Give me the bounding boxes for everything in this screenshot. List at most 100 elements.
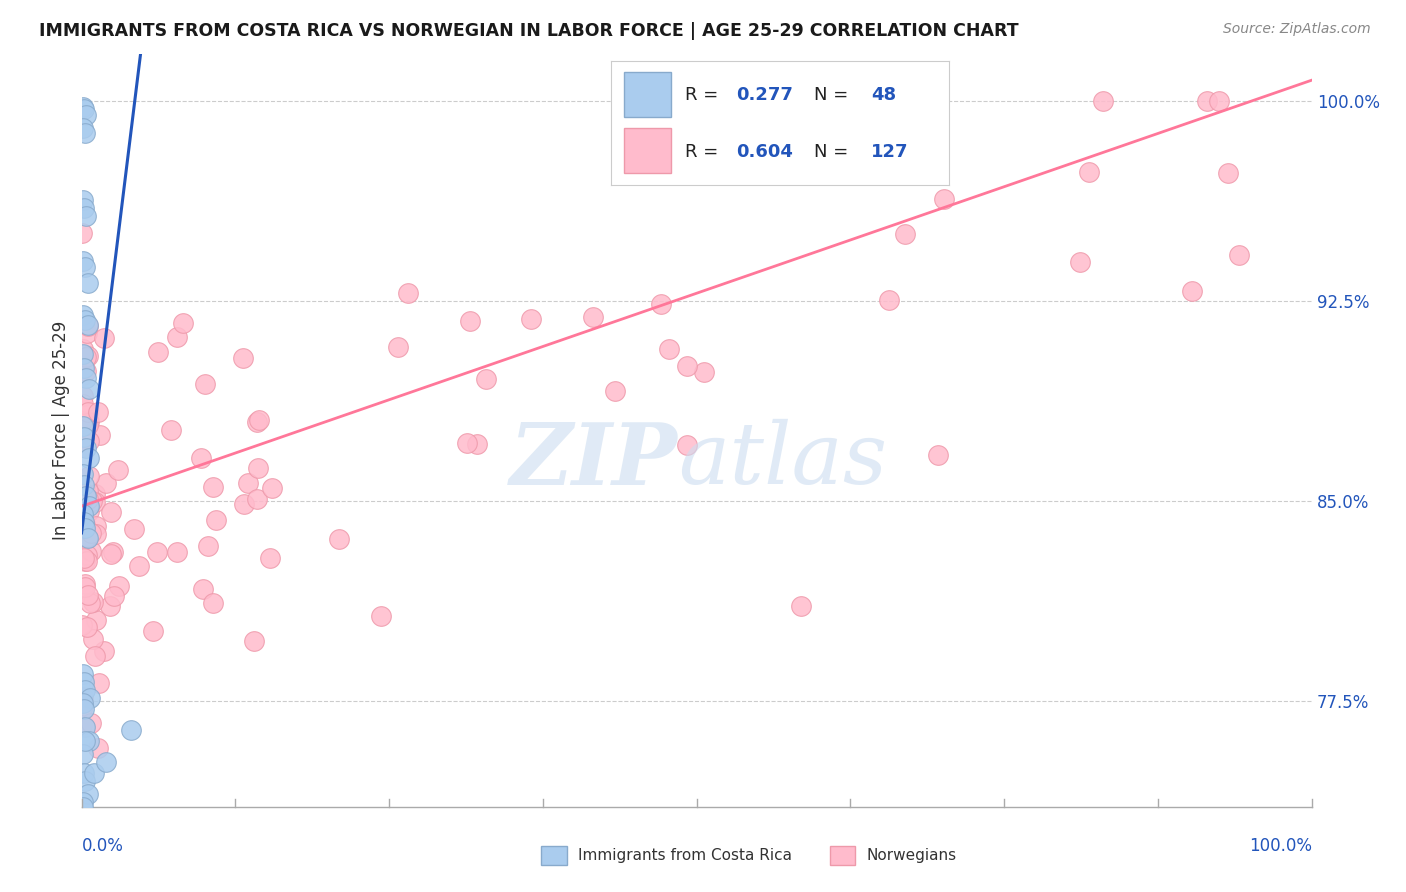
Point [75, 519, 97, 533]
Point [77, 500, 100, 514]
Point [73, 675, 96, 690]
Point [72, 485, 94, 500]
Point [76, 529, 98, 543]
Point [72, 368, 94, 382]
Point [73, 577, 96, 591]
Point [1077, 165, 1099, 179]
Point [75, 773, 97, 788]
Point [79, 596, 101, 610]
Point [658, 342, 681, 356]
Point [77, 434, 100, 448]
Point [84, 527, 107, 541]
Point [247, 413, 270, 427]
Point [80, 543, 103, 558]
Point [146, 545, 169, 559]
Point [77, 733, 100, 747]
Text: ZIP: ZIP [510, 418, 678, 502]
Point [650, 297, 672, 311]
Point [83, 495, 105, 509]
Point [1227, 248, 1250, 262]
Point [75, 733, 97, 747]
Point [73, 496, 96, 510]
Point [75, 260, 97, 274]
Point [197, 540, 219, 554]
Point [166, 330, 188, 344]
Point [72, 667, 94, 681]
Point [77, 451, 100, 466]
Point [475, 372, 498, 386]
Point [73, 550, 96, 565]
Point [98, 599, 121, 613]
Point [75, 313, 97, 327]
Point [76, 588, 98, 602]
Point [73, 765, 96, 780]
Point [1092, 95, 1115, 109]
Point [194, 376, 217, 391]
Point [238, 476, 260, 491]
Point [582, 310, 605, 324]
Point [70, 517, 93, 532]
Point [75, 364, 97, 378]
Point [70, 702, 93, 716]
Point [1197, 95, 1219, 109]
Point [72, 800, 94, 814]
Point [76, 787, 98, 801]
Point [73, 478, 96, 492]
Point [387, 340, 409, 354]
Point [89, 428, 111, 442]
Point [80, 716, 103, 731]
Point [84, 518, 107, 533]
Point [76, 529, 98, 543]
Point [172, 316, 194, 330]
Point [201, 596, 224, 610]
Point [76, 489, 98, 503]
Point [103, 590, 125, 604]
Point [84, 613, 107, 627]
Point [70, 618, 93, 632]
Point [96, 476, 118, 491]
Point [120, 723, 142, 737]
Point [72, 308, 94, 322]
Point [1208, 95, 1230, 109]
Point [80, 525, 103, 540]
Point [72, 498, 94, 512]
Point [73, 430, 96, 444]
Point [877, 293, 900, 307]
Text: Immigrants from Costa Rica: Immigrants from Costa Rica [578, 848, 792, 863]
Point [676, 359, 699, 374]
Point [77, 318, 100, 333]
Point [82, 595, 104, 609]
Point [72, 193, 94, 207]
Point [76, 531, 98, 545]
Point [76, 371, 98, 385]
Point [76, 318, 98, 333]
Point [456, 435, 478, 450]
Point [72, 690, 94, 705]
Point [246, 461, 269, 475]
Point [86, 740, 108, 755]
Point [370, 608, 392, 623]
Point [83, 487, 105, 501]
Point [693, 365, 716, 379]
Point [246, 415, 269, 429]
Point [246, 492, 269, 507]
Point [882, 159, 904, 173]
Point [83, 765, 105, 780]
Text: atlas: atlas [678, 419, 887, 502]
Point [75, 720, 97, 734]
Point [87, 405, 110, 419]
Point [202, 480, 225, 494]
Point [83, 648, 105, 663]
Point [72, 254, 94, 268]
Text: 100.0%: 100.0% [1249, 838, 1312, 855]
Point [77, 504, 100, 518]
Point [72, 697, 94, 711]
Point [100, 504, 122, 518]
Point [77, 469, 100, 483]
Point [70, 440, 93, 454]
Point [1181, 285, 1204, 299]
Y-axis label: In Labor Force | Age 25-29: In Labor Force | Age 25-29 [52, 321, 70, 540]
Point [79, 691, 101, 706]
Point [142, 624, 165, 639]
Point [93, 331, 115, 345]
